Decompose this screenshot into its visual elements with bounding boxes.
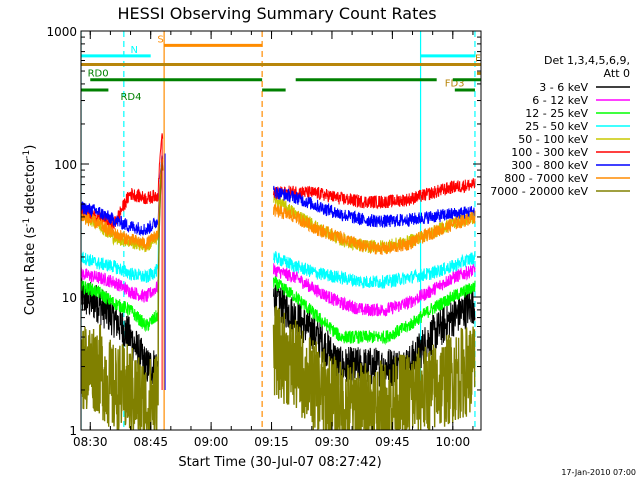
x-tick-label-4: 09:30 [315, 435, 350, 449]
series-line-8-segment-0 [81, 162, 164, 430]
status-label-rd0: RD0 [88, 69, 109, 80]
y-axis: 1 10 100 1000 [46, 25, 481, 438]
plot-clip-group: N S FD1 FD3 RD0 RD4 [81, 31, 495, 430]
legend-label-5: 100 - 300 keV [511, 146, 588, 159]
legend-label-4: 50 - 100 keV [518, 133, 588, 146]
x-axis: 08:30 08:45 09:00 09:15 09:30 09:45 10:00 [73, 31, 474, 449]
legend-label-0: 3 - 6 keV [539, 81, 588, 94]
x-tick-label-6: 10:00 [436, 435, 471, 449]
x-tick-label-5: 09:45 [375, 435, 410, 449]
series-line-5-segment-0 [81, 133, 164, 231]
legend-header-line-2: Att 0 [604, 67, 630, 80]
series-line-0-segment-1 [273, 280, 476, 389]
series-line-2-segment-1 [273, 275, 476, 346]
series-line-4-segment-1 [273, 194, 476, 254]
series-line-0-segment-0 [81, 162, 164, 385]
series-line-6-segment-0 [81, 155, 164, 237]
series-line-7-segment-0 [81, 156, 164, 251]
series-line-1-segment-0 [81, 159, 164, 303]
status-label-fd1: FD1 [475, 53, 495, 64]
plot-frame [80, 30, 482, 431]
status-label-fd3: FD3 [445, 78, 465, 89]
series-line-3-segment-1 [273, 251, 476, 289]
x-tick-label-3: 09:15 [254, 435, 289, 449]
series-line-2-segment-0 [81, 161, 164, 333]
plot-area: N S FD1 FD3 RD0 RD4 [81, 31, 495, 430]
y-axis-label: Count Rate (s-1 detector-1) [22, 145, 38, 316]
y-tick-label-2: 100 [54, 158, 77, 172]
chart-title: HESSI Observing Summary Count Rates [117, 4, 436, 23]
series-line-1-segment-1 [273, 263, 476, 317]
legend-label-8: 7000 - 20000 keV [490, 185, 588, 198]
legend-label-2: 12 - 25 keV [525, 107, 588, 120]
legend-label-6: 300 - 800 keV [511, 159, 588, 172]
status-label-n: N [131, 45, 138, 56]
legend-label-7: 800 - 7000 keV [504, 172, 588, 185]
series-line-3-segment-0 [81, 159, 164, 283]
legend-label-1: 6 - 12 keV [532, 94, 588, 107]
x-tick-label-0: 08:30 [73, 435, 108, 449]
y-tick-label-1: 10 [62, 291, 77, 305]
series-line-8-segment-1 [272, 305, 476, 430]
timestamp: 17-Jan-2010 07:00 [561, 468, 636, 477]
x-tick-label-1: 08:45 [133, 435, 168, 449]
series-line-6-segment-1 [273, 185, 476, 228]
status-label-rd4: RD4 [120, 92, 141, 103]
y-tick-label-3: 1000 [46, 25, 77, 39]
x-axis-label: Start Time (30-Jul-07 08:27:42) [178, 455, 381, 470]
legend-label-3: 25 - 50 keV [525, 120, 588, 133]
legend-header-line-1: Det 1,3,4,5,6,9, [544, 54, 630, 67]
status-label-s: S [157, 34, 163, 45]
y-tick-label-0: 1 [69, 424, 77, 438]
x-tick-label-2: 09:00 [194, 435, 229, 449]
series-line-5-segment-1 [273, 178, 476, 210]
series-line-7-segment-1 [273, 204, 476, 256]
